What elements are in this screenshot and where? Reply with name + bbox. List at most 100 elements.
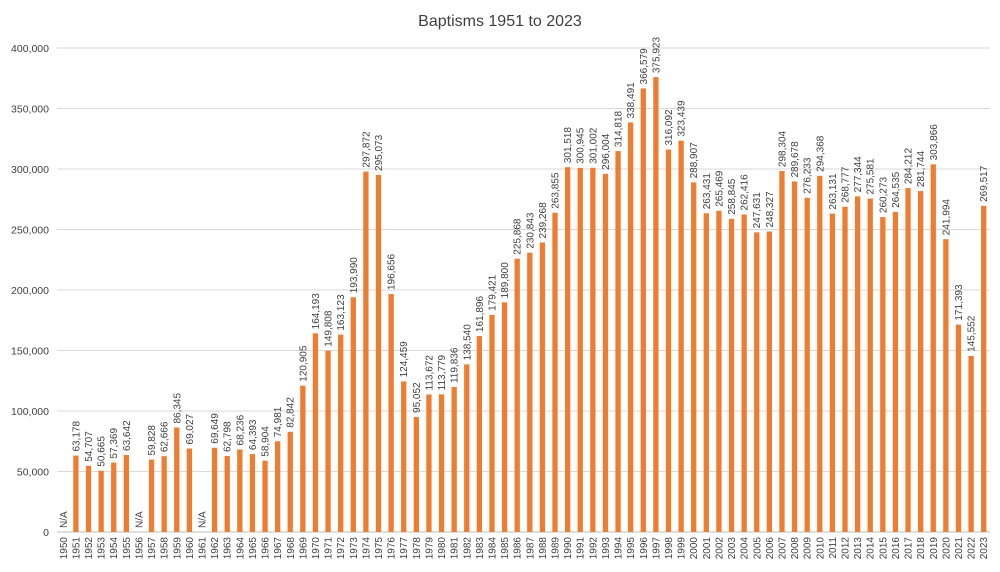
data-label-2008: 289,678 bbox=[790, 141, 801, 178]
y-tick-label: 50,000 bbox=[17, 467, 49, 479]
data-label-1957: 59,828 bbox=[147, 425, 158, 456]
data-label-1970: 164,193 bbox=[311, 293, 322, 330]
data-label-1989: 263,855 bbox=[551, 172, 562, 209]
data-label-1965: 64,393 bbox=[248, 419, 259, 450]
data-label-1987: 230,843 bbox=[525, 212, 536, 249]
x-tick-label-1960: 1960 bbox=[185, 537, 196, 560]
x-tick-label-2007: 2007 bbox=[777, 537, 788, 560]
data-label-1961: N/A bbox=[197, 511, 208, 528]
x-tick-label-1994: 1994 bbox=[614, 537, 625, 560]
data-label-1952: 54,707 bbox=[84, 431, 95, 462]
data-label-1968: 82,842 bbox=[286, 397, 297, 428]
bar-1991 bbox=[577, 167, 583, 532]
data-label-1986: 225,868 bbox=[513, 218, 524, 255]
x-tick-label-1981: 1981 bbox=[450, 537, 461, 560]
x-tick-label-2015: 2015 bbox=[878, 537, 889, 560]
data-label-1980: 113,779 bbox=[437, 354, 448, 390]
data-label-1992: 301,002 bbox=[588, 127, 599, 164]
data-label-2019: 303,866 bbox=[929, 124, 940, 161]
data-label-1977: 124,459 bbox=[399, 341, 410, 378]
data-label-2015: 260,273 bbox=[878, 176, 889, 213]
bar-2017 bbox=[905, 188, 911, 532]
data-label-1958: 62,666 bbox=[160, 421, 171, 452]
x-tick-label-1988: 1988 bbox=[538, 537, 549, 560]
bar-1964 bbox=[237, 449, 243, 532]
data-label-1963: 62,798 bbox=[223, 421, 234, 452]
bar-2016 bbox=[892, 211, 899, 532]
bar-1996 bbox=[640, 88, 646, 533]
data-labels: N/A 63,178 54,707 50,665 57,369 63,642 N/A 59,8… bbox=[59, 37, 990, 528]
bar-2008 bbox=[791, 181, 798, 532]
data-label-1993: 296,004 bbox=[601, 133, 612, 170]
y-tick-label: 200,000 bbox=[11, 285, 49, 297]
bar-2023 bbox=[981, 205, 987, 532]
bar-2015 bbox=[880, 217, 886, 532]
bar-2001 bbox=[703, 213, 709, 533]
x-tick-label-1984: 1984 bbox=[487, 537, 498, 560]
data-label-1985: 189,800 bbox=[500, 262, 511, 299]
bar-1973 bbox=[350, 297, 356, 532]
x-tick-label-2000: 2000 bbox=[689, 537, 700, 560]
x-axis-ticks: 1950 1951 1952 1953 1954 1955 1956 1957 1958 1959… bbox=[59, 537, 990, 560]
bar-2006 bbox=[766, 231, 773, 532]
data-label-2017: 284,212 bbox=[904, 148, 915, 185]
bar-1972 bbox=[338, 334, 344, 532]
data-label-1981: 119,836 bbox=[450, 347, 461, 383]
data-label-1974: 297,872 bbox=[361, 131, 372, 168]
bar-1963 bbox=[224, 456, 230, 532]
x-tick-label-1971: 1971 bbox=[324, 537, 335, 560]
data-label-2010: 294,368 bbox=[815, 135, 826, 172]
x-tick-label-1978: 1978 bbox=[412, 537, 423, 560]
bar-1985 bbox=[501, 302, 508, 532]
x-tick-label-1957: 1957 bbox=[147, 537, 158, 560]
bar-2004 bbox=[741, 214, 747, 533]
data-label-1996: 366,579 bbox=[639, 48, 650, 85]
bar-2021 bbox=[955, 324, 962, 532]
data-label-2006: 248,327 bbox=[765, 191, 776, 228]
data-label-1956: N/A bbox=[134, 511, 145, 528]
x-tick-label-2022: 2022 bbox=[967, 537, 978, 560]
data-label-2014: 275,581 bbox=[866, 158, 877, 195]
x-tick-label-2014: 2014 bbox=[866, 537, 877, 560]
bar-1978 bbox=[413, 416, 419, 532]
data-label-1969: 120,905 bbox=[298, 345, 309, 382]
y-tick-label: 250,000 bbox=[11, 225, 49, 237]
x-tick-label-1976: 1976 bbox=[387, 537, 398, 560]
data-label-1966: 58,904 bbox=[261, 426, 272, 457]
bar-2009 bbox=[804, 197, 810, 533]
bar-1981 bbox=[451, 386, 457, 532]
data-label-1998: 316,092 bbox=[664, 109, 675, 146]
bar-1974 bbox=[363, 171, 369, 532]
x-tick-label-2004: 2004 bbox=[740, 537, 751, 560]
bar-2012 bbox=[842, 206, 848, 532]
x-tick-label-1983: 1983 bbox=[475, 537, 486, 560]
x-tick-label-2001: 2001 bbox=[702, 537, 713, 560]
bar-1977 bbox=[401, 381, 407, 532]
x-tick-label-1986: 1986 bbox=[513, 537, 524, 560]
bar-2000 bbox=[691, 182, 697, 532]
bar-1970 bbox=[312, 333, 319, 532]
x-tick-label-2021: 2021 bbox=[954, 537, 965, 560]
x-tick-label-1982: 1982 bbox=[462, 537, 473, 560]
x-tick-label-2011: 2011 bbox=[828, 537, 839, 559]
x-tick-label-1968: 1968 bbox=[286, 537, 297, 560]
data-label-2012: 268,777 bbox=[841, 166, 852, 203]
x-tick-label-1970: 1970 bbox=[311, 537, 322, 560]
data-label-1999: 323,439 bbox=[677, 100, 688, 137]
data-label-2002: 265,469 bbox=[714, 170, 725, 207]
data-label-1976: 196,656 bbox=[387, 253, 398, 290]
x-tick-label-1951: 1951 bbox=[71, 537, 82, 560]
data-label-2007: 298,304 bbox=[777, 130, 788, 167]
x-tick-label-2006: 2006 bbox=[765, 537, 776, 560]
y-tick-label: 0 bbox=[43, 527, 49, 539]
data-label-1995: 338,491 bbox=[626, 82, 637, 119]
bar-1990 bbox=[564, 167, 571, 533]
x-tick-label-1989: 1989 bbox=[551, 537, 562, 560]
y-axis-ticks: 0 50,000 100,000 150,000 200,000 250,000 300,0… bbox=[11, 43, 49, 539]
bar-1987 bbox=[527, 252, 533, 532]
data-label-2013: 277,344 bbox=[853, 156, 864, 193]
data-label-1975: 295,073 bbox=[374, 134, 385, 171]
data-label-1997: 375,923 bbox=[651, 37, 662, 74]
data-label-1959: 86,345 bbox=[172, 392, 183, 423]
